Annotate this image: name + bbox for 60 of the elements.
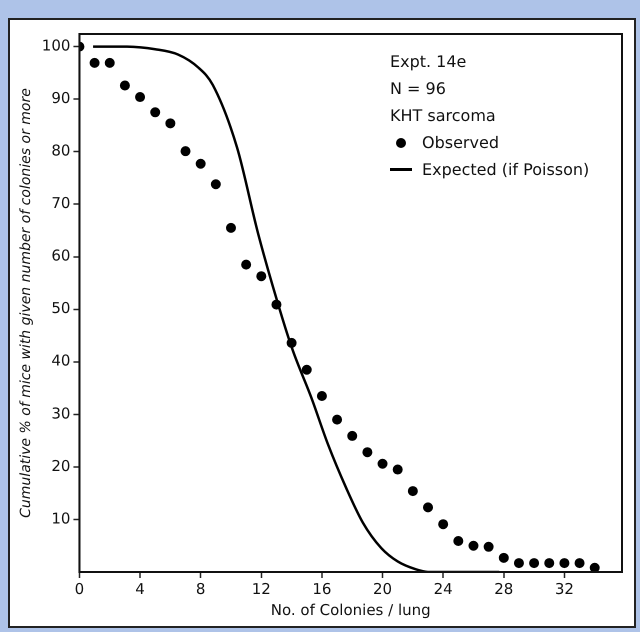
point — [90, 58, 100, 68]
point — [271, 300, 282, 310]
point — [180, 146, 191, 156]
point — [302, 364, 312, 375]
x-tick-label: 8 — [196, 580, 206, 598]
point — [196, 158, 206, 169]
y-tick-label: 50 — [51, 299, 70, 318]
point — [559, 558, 570, 568]
y-tick-label: 20 — [51, 456, 70, 475]
y-tick-label: 60 — [51, 246, 70, 265]
x-tick-label: 32 — [554, 580, 574, 598]
x-tick-label: 4 — [135, 580, 145, 598]
point — [392, 464, 403, 475]
point — [286, 338, 297, 348]
point — [544, 558, 554, 568]
y-tick-label: 30 — [51, 404, 70, 422]
annotation: Expt. 14e — [390, 51, 468, 73]
legend-label: Expected (if Poisson) — [422, 159, 590, 181]
point — [241, 260, 252, 270]
point — [438, 519, 448, 530]
x-axis-title: No. of Colonies / lung — [270, 600, 431, 619]
point — [120, 80, 130, 90]
x-tick-label: 28 — [494, 580, 514, 598]
x-tick-label: 0 — [74, 580, 84, 598]
y-tick-label: 80 — [51, 142, 70, 160]
x-tick-label: 16 — [312, 580, 332, 598]
point — [378, 458, 388, 469]
x-tick-label: 12 — [252, 580, 271, 598]
point — [408, 486, 418, 496]
point — [362, 447, 372, 458]
point — [226, 222, 236, 233]
point — [514, 558, 524, 568]
point — [423, 502, 434, 512]
point — [590, 562, 600, 572]
point — [498, 552, 509, 563]
point — [468, 540, 478, 551]
y-tick-label: 10 — [51, 509, 70, 528]
legend-label: Observed — [422, 132, 499, 154]
point — [453, 536, 464, 546]
point — [210, 179, 221, 190]
point — [347, 430, 358, 441]
x-tick-label: 20 — [372, 580, 392, 598]
point — [574, 558, 585, 568]
point — [484, 542, 494, 552]
point — [332, 414, 342, 425]
point — [165, 118, 176, 128]
y-tick-label: 90 — [51, 89, 70, 108]
point — [150, 107, 160, 118]
point — [529, 558, 540, 568]
point — [316, 390, 327, 401]
annotation: N = 96 — [390, 78, 447, 100]
y-tick-label: 100 — [42, 36, 70, 54]
point — [256, 271, 266, 282]
point — [104, 58, 115, 68]
y-tick-label: 70 — [51, 194, 70, 212]
y-axis-title: Cumulative % of mice with given number of colonies or more — [18, 88, 34, 518]
point — [135, 92, 146, 102]
x-tick-label: 24 — [434, 580, 453, 598]
y-tick-label: 40 — [51, 352, 70, 370]
annotation: KHT sarcoma — [390, 105, 497, 127]
